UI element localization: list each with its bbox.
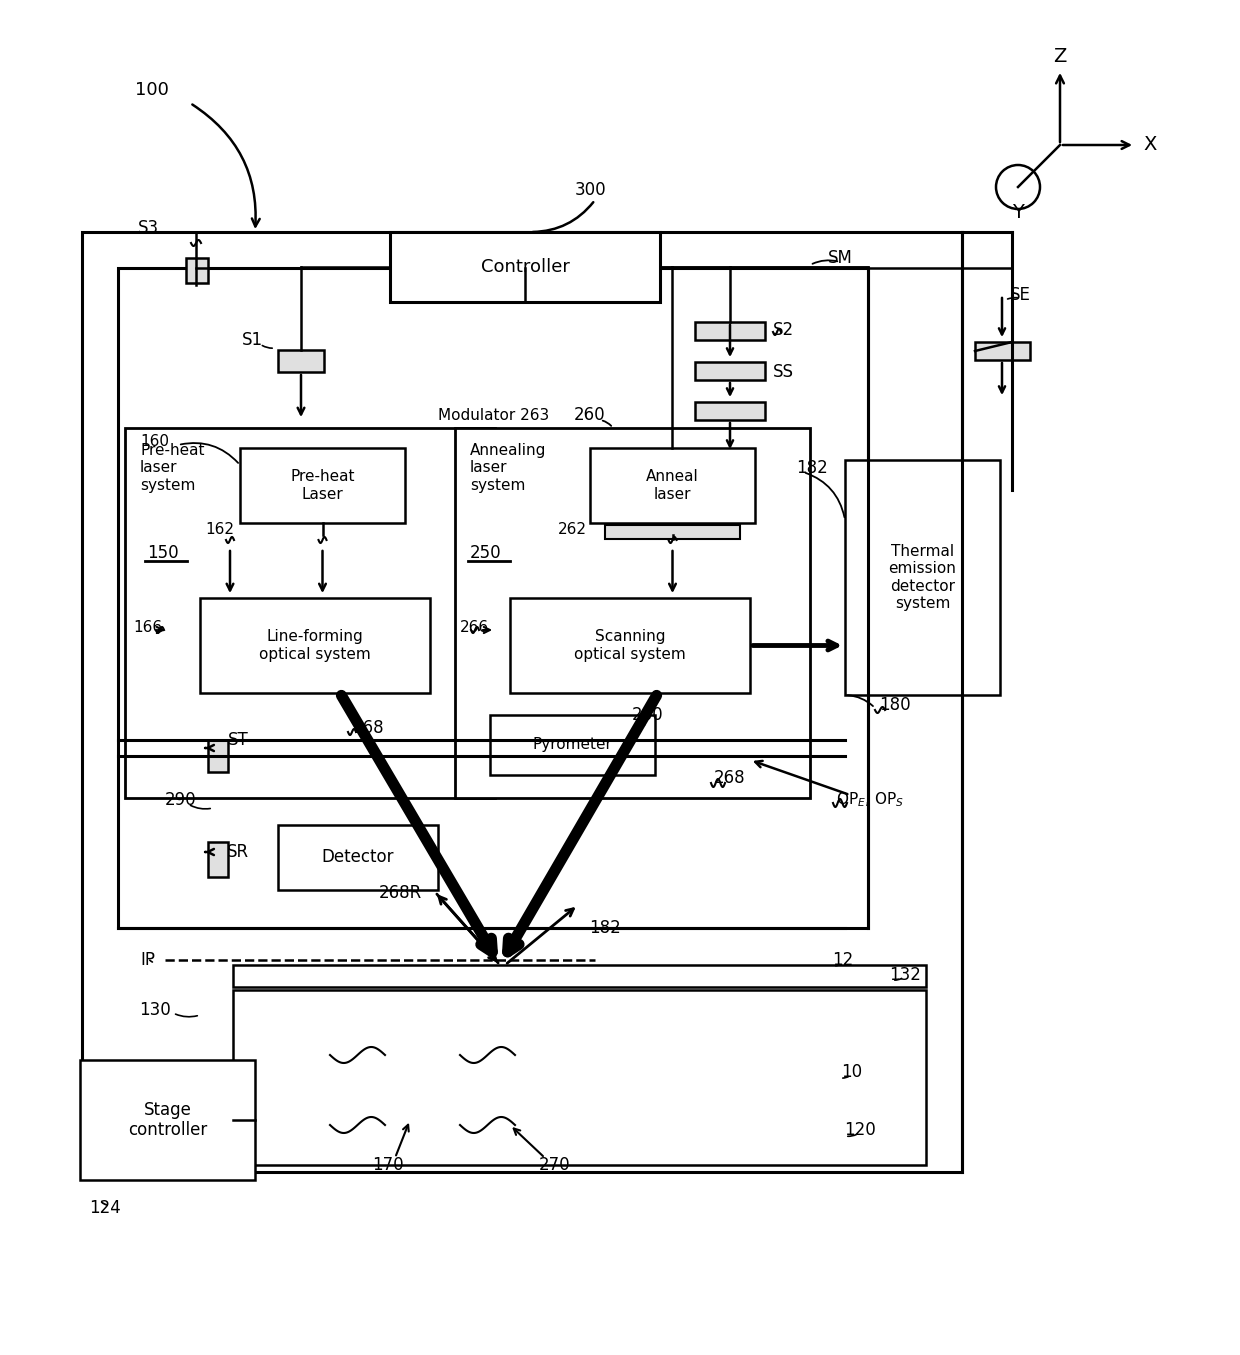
Bar (200, 598, 430, 692)
Text: 182: 182 (796, 459, 828, 477)
Text: 268R: 268R (378, 883, 422, 902)
Bar (605, 524, 740, 539)
Text: Stage
controller: Stage controller (128, 1100, 207, 1140)
Text: OP$_E$, OP$_S$: OP$_E$, OP$_S$ (836, 791, 904, 809)
Bar (233, 965, 926, 986)
Text: Annealing
laser
system: Annealing laser system (470, 443, 547, 493)
Bar (81, 1060, 255, 1180)
Bar (118, 268, 868, 928)
Text: 280: 280 (632, 706, 663, 724)
Text: 266: 266 (460, 621, 489, 635)
Text: Pre-heat
Laser: Pre-heat Laser (290, 469, 355, 501)
Bar (975, 341, 1030, 360)
Bar (844, 459, 999, 695)
Text: 250: 250 (470, 543, 502, 562)
Text: SS: SS (773, 363, 794, 381)
Bar (391, 232, 660, 302)
Bar (186, 257, 208, 283)
Text: Thermal
emission
detector
system: Thermal emission detector system (889, 543, 956, 611)
Text: S1: S1 (242, 331, 263, 350)
Text: 182: 182 (589, 919, 621, 938)
Text: 166: 166 (133, 621, 162, 635)
Text: 268: 268 (714, 770, 745, 787)
Text: Pre-heat
laser
system: Pre-heat laser system (140, 443, 205, 493)
Text: 160: 160 (140, 435, 169, 450)
Text: 270: 270 (539, 1156, 570, 1173)
Text: ST: ST (228, 730, 248, 749)
Text: 124: 124 (89, 1199, 120, 1217)
Bar (590, 449, 755, 523)
Text: 132: 132 (889, 966, 921, 984)
Text: Anneal
laser: Anneal laser (646, 469, 699, 501)
Text: Z: Z (1053, 47, 1066, 66)
Bar (694, 402, 765, 420)
Text: 180: 180 (879, 696, 911, 714)
Text: 168: 168 (352, 720, 384, 737)
Bar (241, 449, 405, 523)
Text: 12: 12 (832, 951, 853, 969)
Bar (278, 825, 438, 890)
Text: 100: 100 (135, 81, 169, 99)
Bar (510, 598, 750, 692)
Text: SE: SE (1009, 286, 1030, 304)
Text: 260: 260 (574, 406, 606, 424)
Bar (233, 991, 926, 1165)
Text: SM: SM (827, 249, 852, 267)
Text: 10: 10 (842, 1064, 863, 1081)
Text: 262: 262 (558, 523, 587, 538)
Text: 170: 170 (372, 1156, 404, 1173)
Bar (694, 362, 765, 379)
Bar (490, 715, 655, 775)
Text: Pyrometer: Pyrometer (532, 737, 613, 752)
Bar (278, 350, 324, 373)
Text: SR: SR (227, 843, 249, 860)
Bar (694, 322, 765, 340)
Text: 290: 290 (165, 791, 197, 809)
Text: X: X (1143, 136, 1157, 154)
Text: Y: Y (1012, 203, 1024, 222)
Text: Line-forming
optical system: Line-forming optical system (259, 629, 371, 661)
Text: Scanning
optical system: Scanning optical system (574, 629, 686, 661)
Bar (125, 428, 495, 798)
Text: 150: 150 (148, 543, 179, 562)
Text: Modulator 263: Modulator 263 (438, 408, 549, 423)
Bar (208, 740, 228, 772)
Text: Controller: Controller (481, 257, 569, 276)
Text: 130: 130 (139, 1001, 171, 1019)
Text: IP: IP (140, 951, 155, 969)
Text: 162: 162 (205, 523, 234, 538)
Text: S2: S2 (773, 321, 794, 339)
Text: 300: 300 (574, 182, 606, 199)
Text: 120: 120 (844, 1121, 875, 1140)
Bar (208, 841, 228, 877)
Text: Detector: Detector (321, 848, 394, 866)
Bar (455, 428, 810, 798)
Text: S3: S3 (138, 220, 159, 237)
Bar (82, 232, 962, 1172)
